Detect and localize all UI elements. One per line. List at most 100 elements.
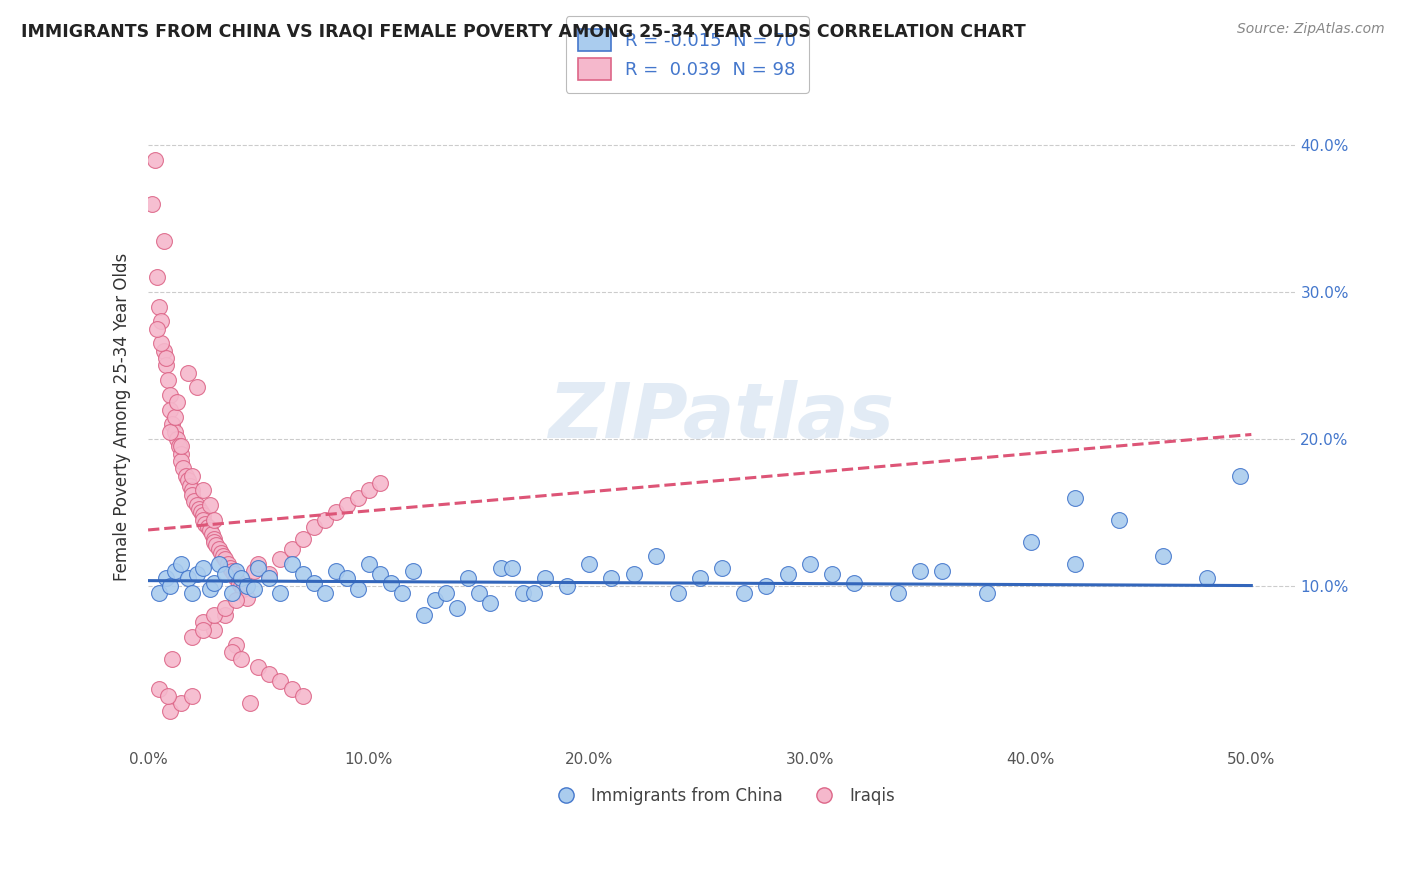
Point — [141, 197, 163, 211]
Point — [468, 586, 491, 600]
Point — [291, 689, 314, 703]
Point — [931, 564, 953, 578]
Point — [198, 582, 221, 596]
Point — [159, 388, 181, 402]
Point — [291, 567, 314, 582]
Point — [314, 586, 336, 600]
Point — [197, 520, 219, 534]
Point — [202, 575, 225, 590]
Point — [214, 552, 236, 566]
Point — [733, 586, 755, 600]
Point — [479, 596, 502, 610]
Point — [172, 461, 194, 475]
Text: ZIPatlas: ZIPatlas — [548, 380, 894, 454]
Point — [1197, 571, 1219, 585]
Point — [412, 608, 434, 623]
Point — [336, 571, 359, 585]
Point — [155, 571, 177, 585]
Point — [170, 696, 193, 710]
Point — [181, 630, 204, 644]
Point — [214, 600, 236, 615]
Point — [457, 571, 479, 585]
Point — [186, 380, 208, 394]
Point — [302, 520, 325, 534]
Legend: Immigrants from China, Iraqis: Immigrants from China, Iraqis — [543, 780, 901, 812]
Point — [247, 659, 270, 673]
Point — [187, 502, 209, 516]
Point — [202, 534, 225, 549]
Point — [402, 564, 425, 578]
Point — [148, 300, 170, 314]
Point — [170, 557, 193, 571]
Point — [163, 409, 186, 424]
Point — [155, 351, 177, 365]
Point — [269, 674, 291, 689]
Point — [221, 645, 243, 659]
Point — [1063, 557, 1085, 571]
Point — [666, 586, 689, 600]
Point — [755, 579, 778, 593]
Point — [201, 527, 224, 541]
Point — [156, 373, 179, 387]
Point — [208, 542, 231, 557]
Point — [229, 579, 252, 593]
Point — [181, 689, 204, 703]
Point — [357, 483, 380, 498]
Point — [434, 586, 457, 600]
Point — [148, 681, 170, 696]
Point — [150, 336, 173, 351]
Point — [221, 586, 243, 600]
Point — [799, 557, 821, 571]
Point — [225, 638, 247, 652]
Point — [146, 270, 169, 285]
Point — [205, 538, 228, 552]
Point — [193, 508, 215, 523]
Point — [162, 417, 184, 432]
Text: Source: ZipAtlas.com: Source: ZipAtlas.com — [1237, 22, 1385, 37]
Point — [368, 567, 391, 582]
Point — [710, 561, 733, 575]
Point — [229, 571, 252, 585]
Point — [198, 498, 221, 512]
Point — [214, 567, 236, 582]
Point — [600, 571, 623, 585]
Point — [247, 561, 270, 575]
Point — [910, 564, 932, 578]
Point — [380, 575, 402, 590]
Point — [243, 564, 266, 578]
Point — [162, 652, 184, 666]
Point — [159, 704, 181, 718]
Point — [193, 483, 215, 498]
Point — [177, 473, 200, 487]
Point — [336, 498, 359, 512]
Point — [391, 586, 413, 600]
Point — [159, 402, 181, 417]
Point — [193, 561, 215, 575]
Point — [148, 586, 170, 600]
Point — [181, 483, 204, 498]
Point — [166, 432, 188, 446]
Point — [259, 666, 281, 681]
Point — [501, 561, 523, 575]
Point — [181, 488, 204, 502]
Point — [221, 564, 243, 578]
Point — [623, 567, 645, 582]
Point — [232, 582, 254, 596]
Point — [193, 513, 215, 527]
Point — [198, 523, 221, 537]
Point — [159, 425, 181, 439]
Point — [155, 359, 177, 373]
Point — [1108, 513, 1130, 527]
Point — [644, 549, 666, 564]
Point — [179, 479, 201, 493]
Point — [181, 586, 204, 600]
Text: IMMIGRANTS FROM CHINA VS IRAQI FEMALE POVERTY AMONG 25-34 YEAR OLDS CORRELATION : IMMIGRANTS FROM CHINA VS IRAQI FEMALE PO… — [21, 22, 1026, 40]
Point — [368, 475, 391, 490]
Point — [236, 591, 259, 605]
Point — [1152, 549, 1174, 564]
Point — [163, 425, 186, 439]
Point — [177, 571, 200, 585]
Point — [183, 493, 205, 508]
Point — [512, 586, 534, 600]
Point — [247, 557, 270, 571]
